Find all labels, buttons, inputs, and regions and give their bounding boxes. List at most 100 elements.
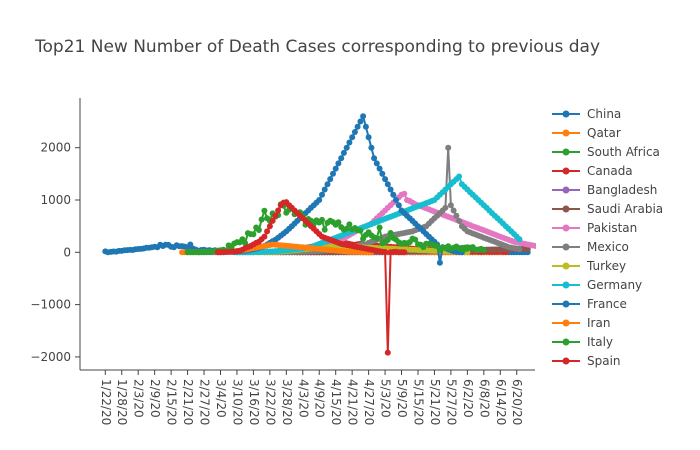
data-point xyxy=(346,139,353,146)
legend-swatch-marker xyxy=(562,300,570,308)
x-tick-label: 4/3/20 xyxy=(296,379,310,418)
legend-item[interactable]: Bangladesh xyxy=(552,183,657,197)
data-point xyxy=(384,349,391,356)
x-tick-label: 1/28/20 xyxy=(115,379,129,425)
data-point xyxy=(436,259,443,266)
data-point xyxy=(264,228,271,235)
data-point xyxy=(535,245,536,248)
data-point xyxy=(321,226,328,233)
y-tick-label: −1000 xyxy=(30,298,71,312)
x-tick-label: 3/10/20 xyxy=(230,379,244,425)
data-point xyxy=(387,230,394,236)
legend-item[interactable]: China xyxy=(552,107,621,121)
x-tick-label: 6/8/20 xyxy=(477,379,491,418)
data-point xyxy=(365,134,372,141)
data-point xyxy=(376,165,383,172)
x-tick-label: 2/15/20 xyxy=(165,379,179,425)
legend-item[interactable]: Mexico xyxy=(552,240,629,254)
legend-label: Canada xyxy=(587,164,633,178)
legend-swatch-marker xyxy=(562,357,570,365)
data-point xyxy=(335,219,342,226)
data-point xyxy=(516,236,523,243)
x-tick-label: 6/14/20 xyxy=(494,379,508,425)
x-tick-label: 2/3/20 xyxy=(132,379,146,418)
data-point xyxy=(538,244,544,250)
data-point xyxy=(330,170,336,177)
legend-label: Iran xyxy=(587,316,610,330)
plot-area xyxy=(102,113,544,356)
legend-swatch-marker xyxy=(562,281,570,289)
series-spain xyxy=(214,199,408,356)
legend-item[interactable]: Qatar xyxy=(552,126,621,140)
data-point xyxy=(371,155,378,162)
data-point xyxy=(480,247,487,254)
legend-item[interactable]: South Africa xyxy=(552,145,660,159)
legend-label: Italy xyxy=(587,335,613,349)
x-tick-label: 6/20/20 xyxy=(510,379,524,425)
data-point xyxy=(395,202,402,209)
legend-item[interactable]: Saudi Arabia xyxy=(552,202,663,216)
legend-item[interactable]: Germany xyxy=(552,278,642,292)
legend-swatch-marker xyxy=(562,262,570,270)
data-point xyxy=(338,155,345,162)
x-tick-label: 5/3/20 xyxy=(379,379,393,418)
legend-label: Spain xyxy=(587,354,621,368)
x-tick-label: 5/15/20 xyxy=(411,379,425,425)
x-tick-label: 5/27/20 xyxy=(444,379,458,425)
data-point xyxy=(516,246,523,253)
data-point xyxy=(269,217,276,224)
x-tick-label: 3/28/20 xyxy=(280,379,294,425)
data-point xyxy=(275,207,282,214)
data-point xyxy=(332,165,339,172)
data-point xyxy=(255,227,262,233)
legend-label: France xyxy=(587,297,627,311)
x-tick-label: 1/22/20 xyxy=(99,379,113,425)
data-point xyxy=(357,118,364,125)
x-tick-label: 5/21/20 xyxy=(428,379,442,425)
x-tick-label: 2/9/20 xyxy=(148,379,162,418)
legend-label: Qatar xyxy=(587,126,621,140)
legend-label: Turkey xyxy=(586,259,626,273)
legend-item[interactable]: Turkey xyxy=(552,259,626,273)
legend-swatch-marker xyxy=(562,186,570,194)
data-point xyxy=(373,235,380,242)
data-point xyxy=(393,197,399,203)
data-point xyxy=(376,224,383,231)
x-tick-label: 5/9/20 xyxy=(395,379,409,418)
legend-swatch-marker xyxy=(562,205,570,213)
data-point xyxy=(382,176,389,183)
legend-item[interactable]: Italy xyxy=(552,335,613,349)
y-tick-label: −2000 xyxy=(30,350,71,364)
data-point xyxy=(335,160,342,167)
data-point xyxy=(316,197,323,203)
legend-item[interactable]: France xyxy=(552,297,627,311)
x-tick-label: 3/16/20 xyxy=(247,379,261,425)
data-point xyxy=(447,202,454,209)
legend-label: Bangladesh xyxy=(587,183,657,197)
legend-item[interactable]: Pakistan xyxy=(552,221,637,235)
data-point xyxy=(360,113,367,120)
data-point xyxy=(379,170,386,177)
data-point xyxy=(261,233,268,240)
data-point xyxy=(250,231,257,238)
data-point xyxy=(272,212,279,219)
legend-label: Saudi Arabia xyxy=(587,202,663,216)
data-point xyxy=(349,134,356,141)
data-point xyxy=(382,249,389,255)
x-tick-label: 6/2/20 xyxy=(461,379,475,418)
legend-item[interactable]: Spain xyxy=(552,354,621,368)
data-point xyxy=(387,186,394,193)
legend-swatch-marker xyxy=(562,338,570,346)
x-tick-label: 2/27/20 xyxy=(198,379,212,425)
data-point xyxy=(401,249,408,256)
legend-item[interactable]: Iran xyxy=(552,316,610,330)
legend-swatch-marker xyxy=(562,243,570,251)
data-point xyxy=(362,123,369,130)
legend-item[interactable]: Canada xyxy=(552,164,633,178)
data-point xyxy=(319,216,325,223)
data-point xyxy=(319,191,325,198)
data-point xyxy=(327,176,334,183)
x-tick-label: 2/21/20 xyxy=(181,379,195,425)
